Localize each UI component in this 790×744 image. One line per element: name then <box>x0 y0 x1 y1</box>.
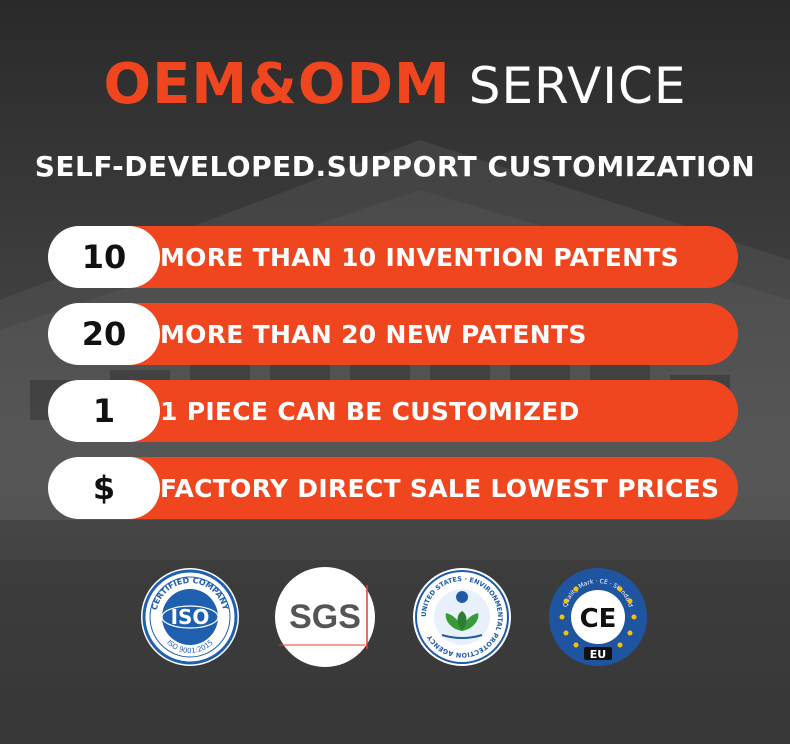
ce-bottom-text: EU <box>590 648 606 661</box>
feature-badge: 1 <box>48 380 160 442</box>
feature-badge: 10 <box>48 226 160 288</box>
certification-logos: CERTIFIED COMPANY ISO ISO 9001:2015 SGS <box>0 567 790 671</box>
iso-center-text: ISO <box>171 605 210 629</box>
feature-badge: $ <box>48 457 160 519</box>
feature-text: 1 PIECE CAN BE CUSTOMIZED <box>160 396 580 426</box>
feature-item: 1 1 PIECE CAN BE CUSTOMIZED <box>48 380 738 442</box>
epa-logo: UNITED STATES · ENVIRONMENTAL PROTECTION… <box>412 567 512 667</box>
feature-list: 10 MORE THAN 10 INVENTION PATENTS 20 MOR… <box>48 226 738 534</box>
headline: OEM&ODM SERVICE <box>0 52 790 117</box>
ce-center-text: CE <box>580 604 617 634</box>
feature-item: 20 MORE THAN 20 NEW PATENTS <box>48 303 738 365</box>
feature-badge: 20 <box>48 303 160 365</box>
feature-text: MORE THAN 20 NEW PATENTS <box>160 319 587 349</box>
feature-bar <box>108 457 738 519</box>
feature-text: MORE THAN 10 INVENTION PATENTS <box>160 242 679 272</box>
feature-text: FACTORY DIRECT SALE LOWEST PRICES <box>160 473 720 503</box>
headline-accent: OEM&ODM <box>103 52 451 117</box>
ce-eu-logo: Quality Mark · CE · Standard CE EU <box>548 567 648 667</box>
sgs-logo: SGS <box>275 567 375 667</box>
headline-plain: SERVICE <box>468 57 687 115</box>
feature-bar <box>108 303 738 365</box>
iso-certified-logo: CERTIFIED COMPANY ISO ISO 9001:2015 <box>140 567 240 667</box>
feature-bar <box>108 380 738 442</box>
feature-item: $ FACTORY DIRECT SALE LOWEST PRICES <box>48 457 738 519</box>
feature-item: 10 MORE THAN 10 INVENTION PATENTS <box>48 226 738 288</box>
sgs-text: SGS <box>289 597 361 636</box>
subheadline: SELF-DEVELOPED.SUPPORT CUSTOMIZATION <box>34 150 756 183</box>
feature-bar <box>108 226 738 288</box>
